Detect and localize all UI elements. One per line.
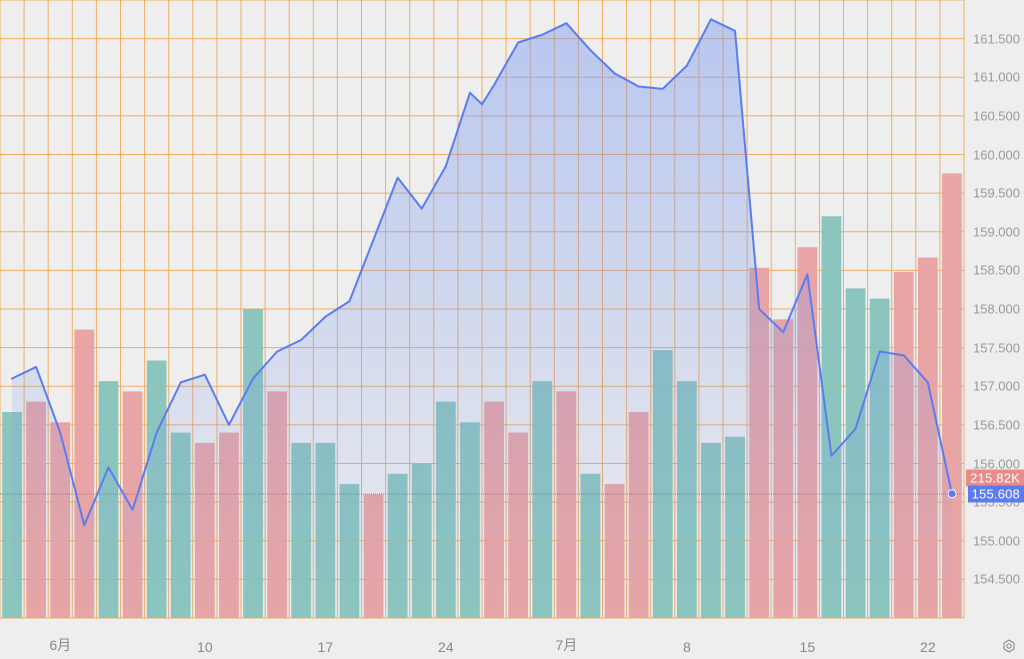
y-tick-label: 161.500 xyxy=(973,31,1020,46)
y-tick-label: 158.000 xyxy=(973,302,1020,317)
y-tick-label: 157.500 xyxy=(973,340,1020,355)
y-tick-label: 154.500 xyxy=(973,572,1020,587)
x-tick-label: 8 xyxy=(683,639,691,655)
volume-last-value: 215.82K xyxy=(970,471,1020,486)
y-tick-label: 157.000 xyxy=(973,379,1020,394)
y-tick-label: 159.000 xyxy=(973,224,1020,239)
price-last-value: 155.608 xyxy=(972,486,1020,501)
chart-canvas xyxy=(0,0,1024,659)
x-tick-label: 6月 xyxy=(49,635,71,655)
y-tick-label: 159.500 xyxy=(973,186,1020,201)
area-layer xyxy=(12,19,952,618)
x-tick-label: 10 xyxy=(197,639,213,655)
x-tick-label: 22 xyxy=(920,639,936,655)
x-tick-label: 24 xyxy=(438,639,454,655)
y-tick-label: 158.500 xyxy=(973,263,1020,278)
price-chart[interactable]: 154.500155.000155.500156.000156.500157.0… xyxy=(0,0,1024,659)
x-tick-label: 7月 xyxy=(555,635,577,655)
price-reference-line xyxy=(0,493,964,494)
y-tick-label: 161.000 xyxy=(973,70,1020,85)
y-tick-label: 160.000 xyxy=(973,147,1020,162)
y-tick-label: 156.500 xyxy=(973,417,1020,432)
volume-last-badge: 215.82K xyxy=(966,470,1024,487)
price-last-badge: 155.608 xyxy=(968,485,1024,502)
gear-icon xyxy=(1001,638,1017,654)
y-tick-label: 160.500 xyxy=(973,108,1020,123)
y-tick-label: 155.000 xyxy=(973,533,1020,548)
chart-settings-button[interactable] xyxy=(1000,637,1018,655)
x-tick-label: 15 xyxy=(800,639,816,655)
x-tick-label: 17 xyxy=(318,639,334,655)
